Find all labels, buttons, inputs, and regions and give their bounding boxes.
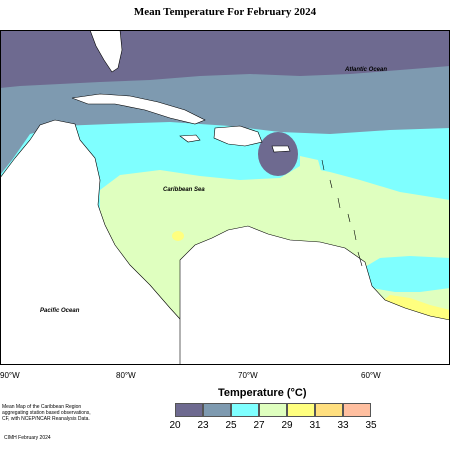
temp-zone-25-27-south	[360, 256, 450, 292]
legend-swatch	[343, 403, 371, 417]
legend-title: Temperature (°C)	[218, 387, 307, 399]
longitude-label-90w: 90°W	[0, 371, 20, 380]
cuba-land	[71, 93, 206, 125]
caribbean-sea-label: Caribbean Sea	[163, 187, 205, 193]
legend-swatch	[203, 403, 231, 417]
legend-ticks: 20 23 25 27 29 31 33 35	[164, 420, 384, 432]
legend-colorbar	[175, 403, 371, 417]
legend-swatch	[259, 403, 287, 417]
legend-tick: 33	[337, 420, 349, 431]
florida-land	[89, 30, 123, 73]
map-credit: CIMH February 2024	[4, 435, 51, 441]
map-caption: Mean Map of the Caribbean Region aggrega…	[2, 404, 112, 422]
atlantic-ocean-label: Atlantic Ocean	[344, 67, 387, 73]
pacific-ocean-label: Pacific Ocean	[40, 308, 80, 314]
lesser-antilles-land	[321, 159, 363, 267]
longitude-label-60w: 60°W	[361, 371, 381, 380]
legend-swatch	[315, 403, 343, 417]
map-title: Mean Temperature For February 2024	[133, 6, 317, 18]
legend-tick: 35	[365, 420, 377, 431]
legend-tick: 20	[169, 420, 181, 431]
temperature-map: Atlantic Ocean Caribbean Sea Pacific Oce…	[0, 30, 450, 365]
south-america-land	[179, 225, 450, 365]
legend-tick: 31	[309, 420, 321, 431]
cold-spot-hispaniola	[258, 132, 298, 176]
longitude-label-80w: 80°W	[116, 371, 136, 380]
legend-swatch	[175, 403, 203, 417]
legend-tick: 23	[197, 420, 209, 431]
longitude-label-70w: 70°W	[238, 371, 258, 380]
jamaica-land	[179, 134, 201, 143]
caption-line: CF, with NCEP/NCAR Reanalysis Data.	[2, 416, 90, 422]
caption-line: Mean Map of the Caribbean Region	[2, 404, 82, 410]
legend-swatch	[231, 403, 259, 417]
legend-tick: 29	[281, 420, 293, 431]
legend-swatch	[287, 403, 315, 417]
temp-zone-27-29-north	[296, 156, 322, 220]
puerto-rico-land	[271, 145, 291, 153]
legend-tick: 27	[253, 420, 265, 431]
warm-spot-colombia	[172, 231, 184, 241]
legend-tick: 25	[225, 420, 237, 431]
caption-line: aggregating station based observations,	[2, 410, 91, 416]
hispaniola-land	[213, 125, 263, 147]
